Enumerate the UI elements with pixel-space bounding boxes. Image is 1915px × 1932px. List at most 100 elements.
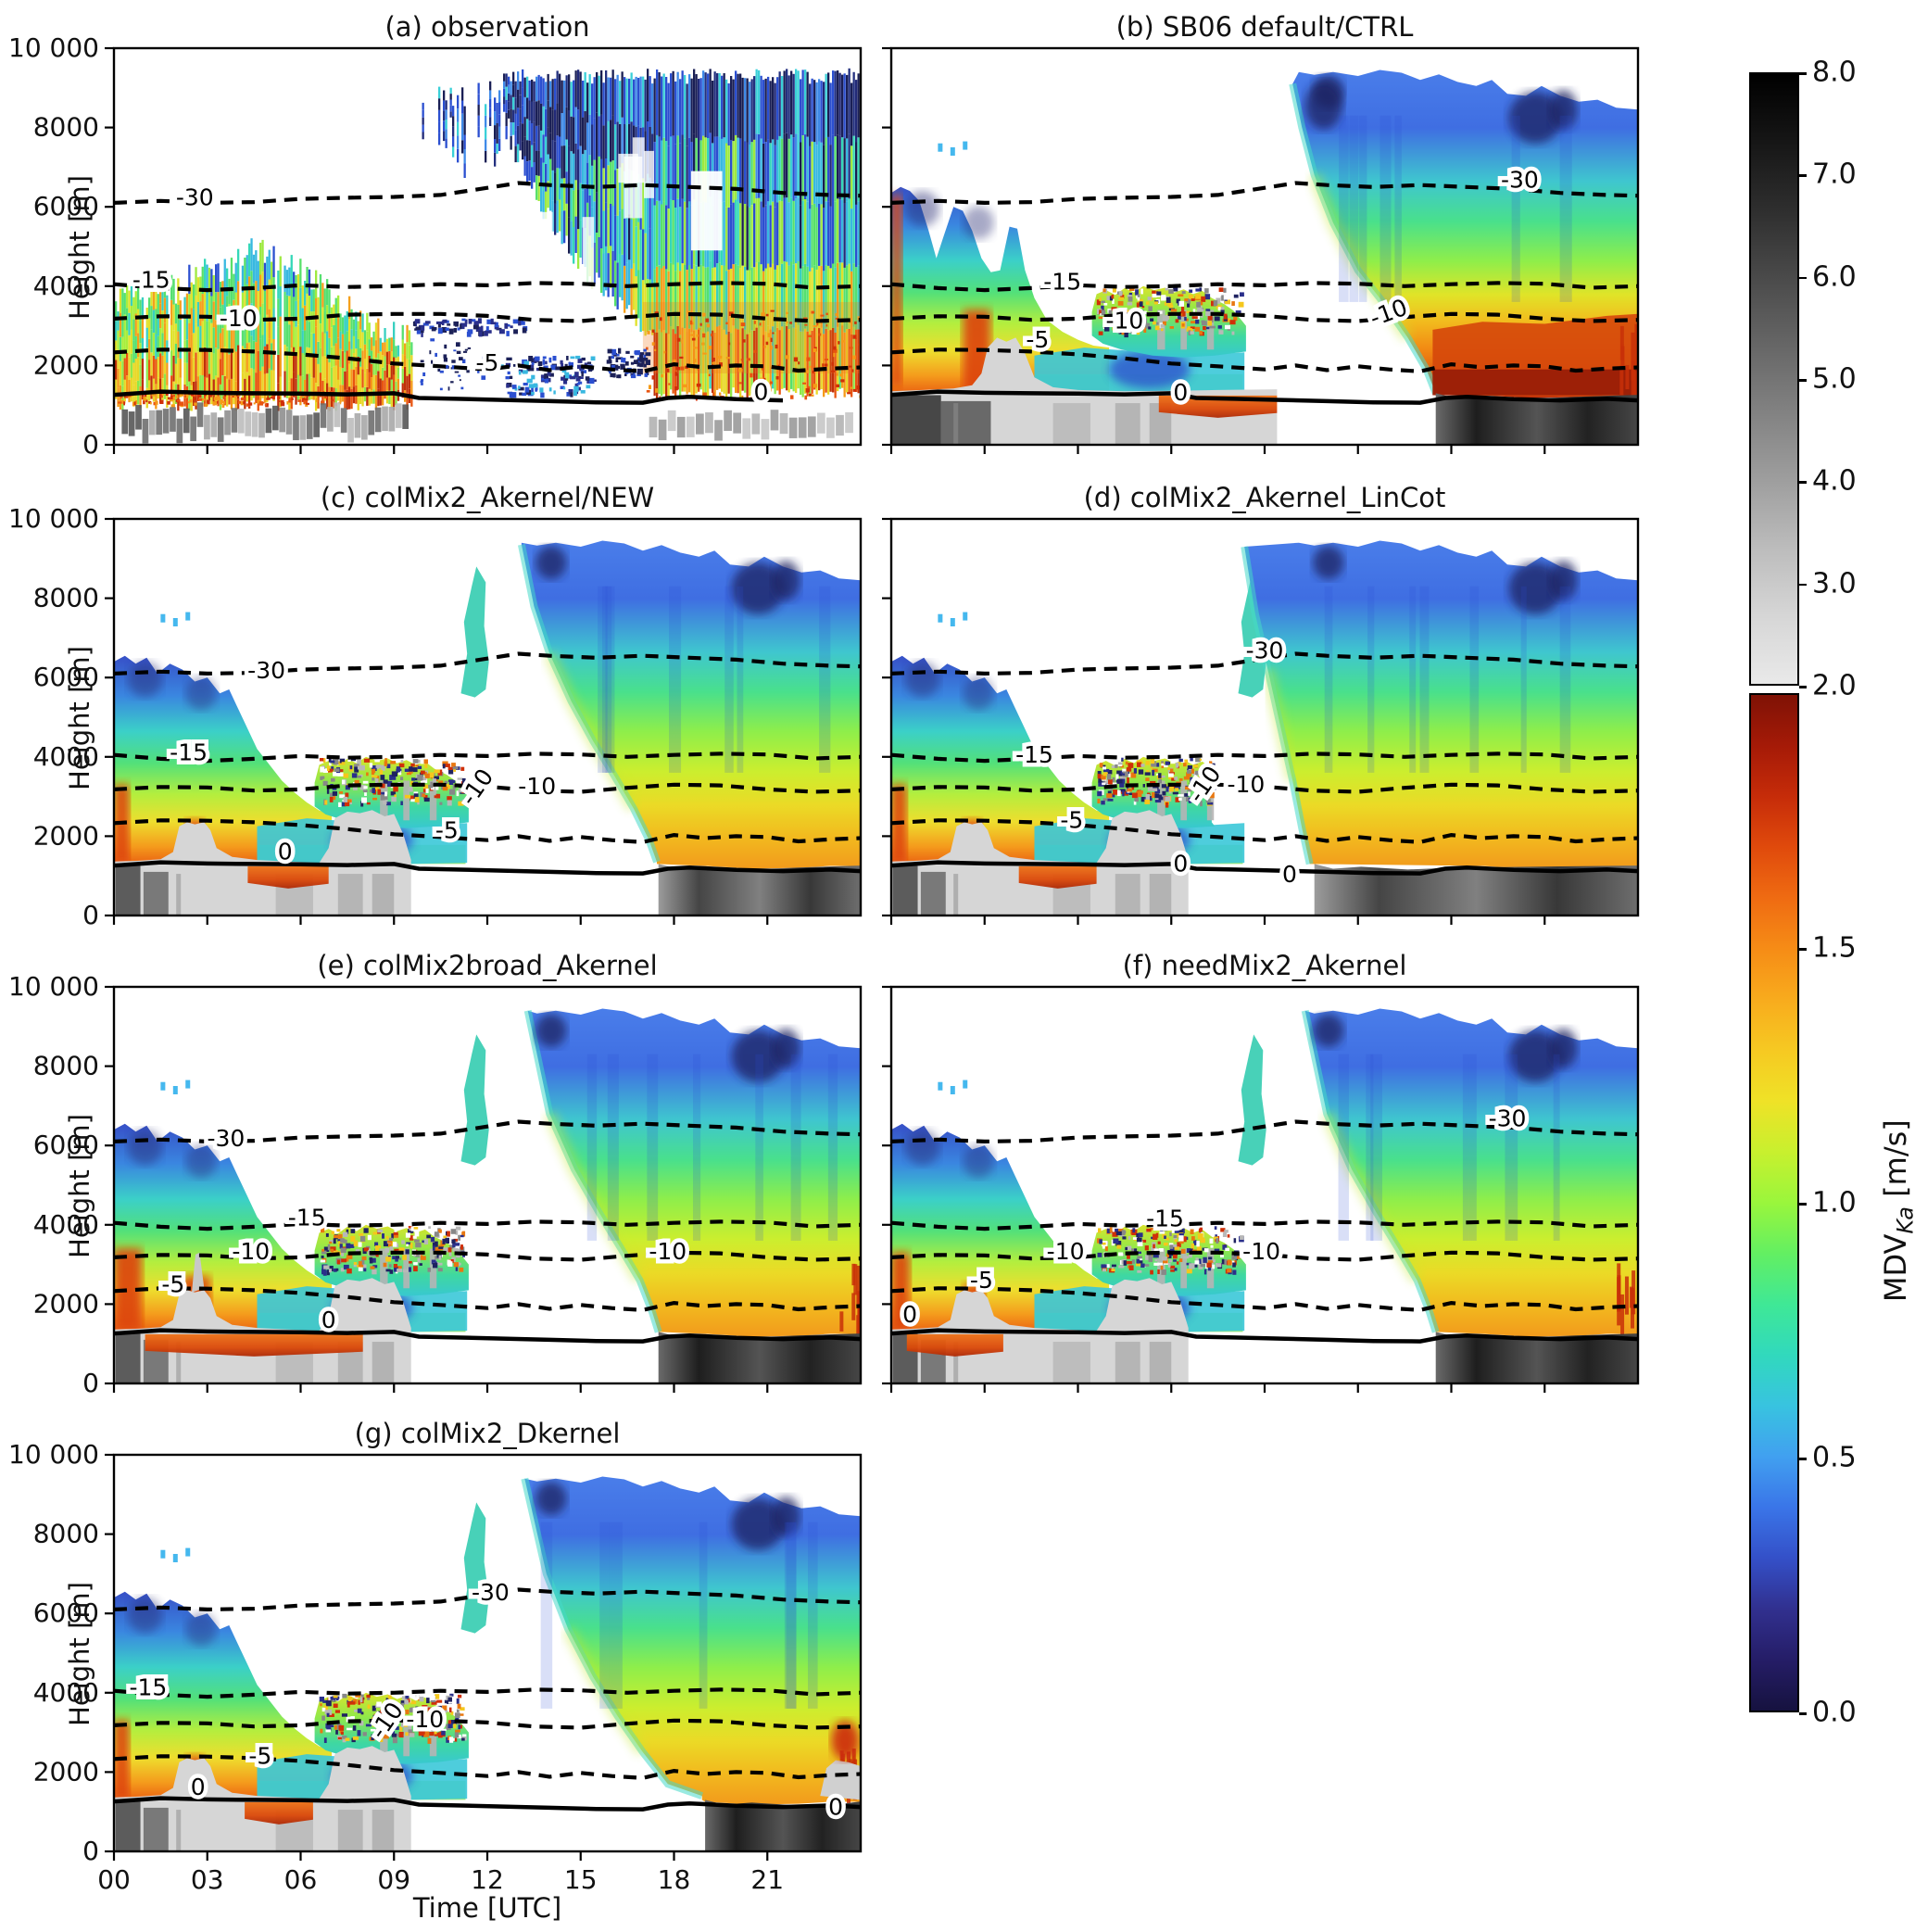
x-tick-label: 18 bbox=[658, 1864, 691, 1895]
contour-label: -15 bbox=[170, 739, 208, 765]
y-tick-label: 0 bbox=[82, 1836, 99, 1866]
axis-ticks: 0 2000 4000 6000 8000 10 000 bbox=[8, 971, 769, 1398]
contour-label: -10 bbox=[1105, 307, 1143, 334]
y-tick-label: 4000 bbox=[33, 1677, 99, 1708]
contour-label: -10 bbox=[1242, 1238, 1280, 1265]
panel-title-a: (a) observation bbox=[384, 11, 590, 43]
colorbar-tick bbox=[1799, 379, 1807, 382]
y-axis-label: Height [m] bbox=[63, 646, 95, 790]
axis-ticks: 0 2000 4000 6000 8000 10 000 bbox=[8, 32, 769, 460]
contour-label: -10 bbox=[220, 305, 258, 332]
x-tick-label: 03 bbox=[191, 1864, 224, 1895]
colorbar-tick-label: 3.0 bbox=[1812, 567, 1857, 600]
colorbar-label-sub: Ka bbox=[1892, 1206, 1915, 1234]
field-e: -30 -15 -10 -10 -5 0 bbox=[114, 1008, 861, 1383]
y-tick-label: 4000 bbox=[33, 271, 99, 301]
colorbar-gray bbox=[1749, 72, 1799, 686]
contour-label: -15 bbox=[288, 1204, 326, 1231]
axis-ticks bbox=[882, 46, 1546, 454]
panel-title-d: (d) colMix2_Akernel_LinCot bbox=[1083, 482, 1446, 513]
colorbar-tick bbox=[1799, 276, 1807, 280]
colorbar-tick bbox=[1799, 1712, 1807, 1715]
contour-label: 0 bbox=[902, 1301, 917, 1328]
contour-label: -15 bbox=[1015, 741, 1053, 768]
contour-label: 0 bbox=[1282, 861, 1297, 888]
y-tick-label: 8000 bbox=[33, 1051, 99, 1081]
x-tick-label: 09 bbox=[377, 1864, 410, 1895]
axis-ticks: 0 2000 4000 6000 8000 10 000 bbox=[8, 503, 769, 930]
contour-label: -5 bbox=[161, 1271, 184, 1298]
contour-label: 0 bbox=[321, 1307, 336, 1333]
contour-label: 0 bbox=[1173, 851, 1188, 878]
colorbar-tick-label: 1.5 bbox=[1812, 931, 1857, 965]
contour-label: -30 bbox=[176, 184, 214, 211]
colorbar-mdv bbox=[1749, 693, 1799, 1712]
contour-label: -10 bbox=[649, 1238, 687, 1265]
panel-title-e: (e) colMix2broad_Akernel bbox=[317, 950, 658, 981]
colorbar-tick bbox=[1799, 948, 1807, 951]
field-g: -30-15-10-10-500 bbox=[114, 1476, 861, 1851]
y-tick-label: 8000 bbox=[33, 583, 99, 613]
panel-plot-d: -30-15-10 -10-50 0 bbox=[882, 517, 1640, 925]
x-axis-label: Time [UTC] bbox=[412, 1892, 562, 1924]
colorbar-tick bbox=[1799, 1203, 1807, 1206]
contour-label: -30 bbox=[1489, 1105, 1527, 1131]
colorbar-tick bbox=[1799, 583, 1807, 587]
colorbar-label-units: [m/s] bbox=[1878, 1119, 1914, 1206]
colorbar-tick-label: 6.0 bbox=[1812, 260, 1857, 294]
colorbar-tick-label: 4.0 bbox=[1812, 464, 1857, 498]
colorbar-tick bbox=[1799, 481, 1807, 484]
contour-label: 0 bbox=[754, 378, 769, 405]
y-tick-label: 4000 bbox=[33, 1209, 99, 1240]
contour-label: -10 bbox=[518, 773, 556, 800]
contour-label: 0 bbox=[191, 1774, 206, 1800]
colorbar-tick bbox=[1799, 686, 1807, 688]
colorbar-tick bbox=[1799, 174, 1807, 177]
panel-title-b: (b) SB06 default/CTRL bbox=[1115, 11, 1414, 43]
x-tick-label: 15 bbox=[564, 1864, 598, 1895]
contour-label: -30 bbox=[247, 657, 285, 684]
colorbar-tick-label: 8.0 bbox=[1812, 56, 1857, 89]
y-tick-label: 10 000 bbox=[8, 971, 99, 1002]
y-tick-label: 0 bbox=[82, 429, 99, 460]
colorbar-tick bbox=[1799, 1458, 1807, 1460]
y-tick-label: 6000 bbox=[33, 1597, 99, 1628]
field-b: -30-15-10 -10-50 bbox=[891, 69, 1638, 445]
colorbar-tick-label: 0.0 bbox=[1812, 1696, 1857, 1729]
colorbar-tick bbox=[1799, 72, 1807, 75]
contour-label: -10 bbox=[1047, 1238, 1085, 1265]
y-tick-label: 10 000 bbox=[8, 32, 99, 63]
x-tick-label: 00 bbox=[97, 1864, 131, 1895]
contour-label: -5 bbox=[476, 349, 499, 376]
axis-ticks bbox=[882, 517, 1546, 925]
colorbar-label-main: MDV bbox=[1878, 1233, 1914, 1303]
y-tick-label: 2000 bbox=[33, 349, 99, 380]
y-tick-label: 6000 bbox=[33, 1130, 99, 1160]
contour-label: -5 bbox=[1026, 326, 1049, 353]
contour-label: -15 bbox=[129, 1674, 167, 1701]
y-axis-label: Height [m] bbox=[63, 175, 95, 320]
y-tick-label: 8000 bbox=[33, 112, 99, 143]
y-tick-label: 6000 bbox=[33, 662, 99, 692]
contour-label: -5 bbox=[970, 1267, 993, 1294]
x-tick-label: 06 bbox=[284, 1864, 318, 1895]
panel-plot-e: -30 -15 -10 -10 -5 0 0 2000 4000 6000 8000 10 000 bbox=[8, 971, 863, 1398]
colorbar-tick-label: 5.0 bbox=[1812, 362, 1857, 396]
contour-label: -15 bbox=[1146, 1206, 1184, 1232]
contour-label: -5 bbox=[1060, 807, 1083, 834]
panel-title-f: (f) needMix2_Akernel bbox=[1122, 950, 1407, 981]
contour-label: 0 bbox=[1173, 379, 1188, 406]
y-tick-label: 2000 bbox=[33, 820, 99, 851]
y-tick-label: 0 bbox=[82, 900, 99, 930]
contour-label: -30 bbox=[472, 1579, 510, 1606]
x-tick-label: 21 bbox=[750, 1864, 784, 1895]
colorbar-axis-label: MDVKa [m/s] bbox=[1878, 1119, 1915, 1302]
contour-label: -30 bbox=[207, 1125, 245, 1152]
panel-plot-a: -30 -15 -10 -5 0 0 2000 4000 6000 8000 10 000 bbox=[8, 32, 863, 460]
y-tick-label: 2000 bbox=[33, 1288, 99, 1319]
contour-label: -5 bbox=[248, 1743, 271, 1770]
y-tick-label: 4000 bbox=[33, 741, 99, 772]
y-axis-label: Height [m] bbox=[63, 1114, 95, 1258]
